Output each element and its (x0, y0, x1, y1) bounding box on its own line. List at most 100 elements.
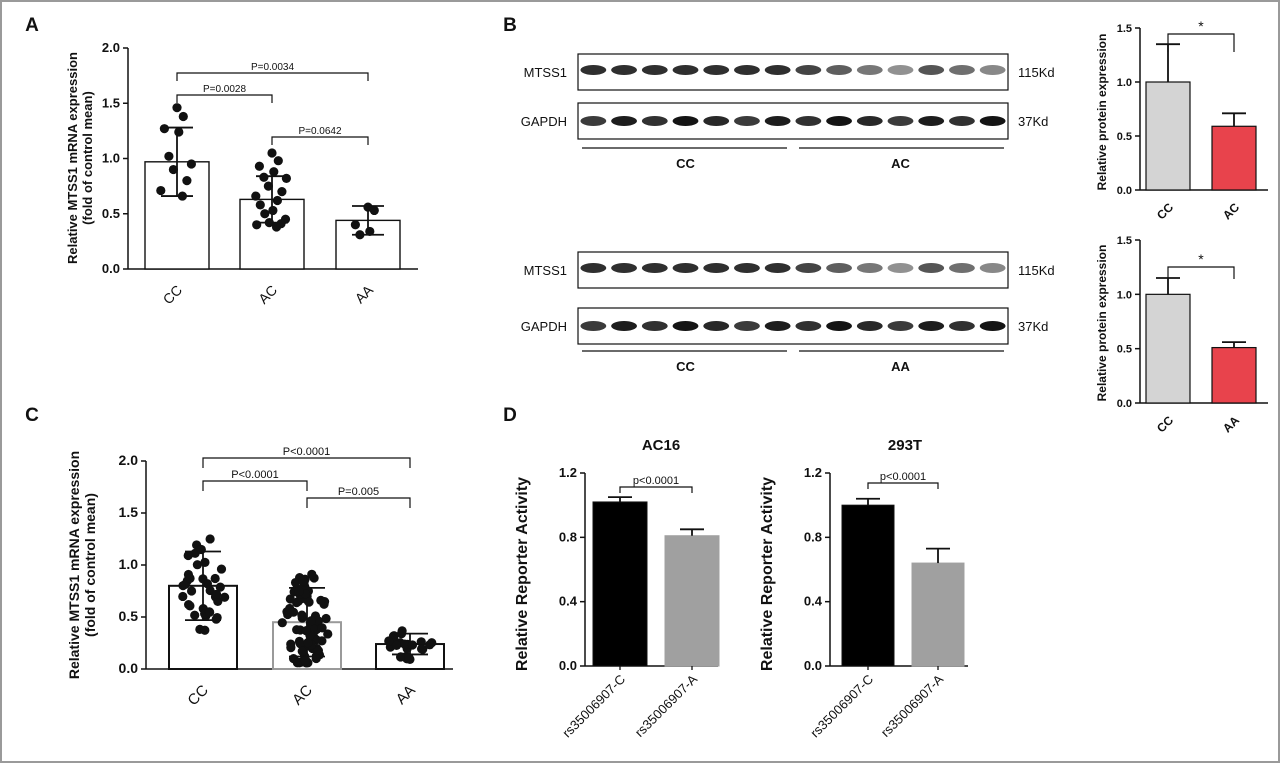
blot-band (918, 65, 945, 75)
blot-band (795, 116, 822, 126)
y-tick-label: 0.4 (559, 594, 578, 609)
data-point (321, 613, 331, 624)
data-point (184, 600, 194, 610)
blot-band (703, 263, 730, 273)
x-tick-label: rs35006907-C (807, 672, 876, 741)
data-point (350, 220, 360, 230)
y-tick-label: 0.5 (119, 608, 139, 624)
data-point (168, 164, 178, 175)
blot-size-label: 115Kd (1018, 65, 1055, 80)
panel-label-d: D (503, 405, 517, 426)
blot-group-label: AA (891, 359, 910, 374)
data-point (297, 610, 307, 620)
blot-band (764, 321, 791, 331)
data-point (396, 652, 406, 662)
y-axis-label: Relative Reporter Activity (514, 477, 531, 671)
x-tick-label: CC (1154, 413, 1176, 435)
y-axis-label: Relative protein expression (1095, 245, 1109, 402)
blot-band (979, 116, 1006, 126)
blot-row-label: MTSS1 (524, 263, 567, 278)
data-point (294, 586, 304, 596)
blot-band (949, 263, 975, 273)
blot-band (764, 116, 791, 126)
data-point (290, 577, 301, 588)
data-point (254, 161, 264, 171)
blot-band (764, 263, 791, 273)
blot-band (795, 263, 822, 273)
x-tick-label: AC (289, 682, 316, 709)
y-axis-label: Relative Reporter Activity (759, 477, 776, 671)
chart-title: 293T (888, 437, 922, 454)
blot-band (887, 116, 914, 126)
data-point (213, 596, 223, 606)
blot-band (949, 116, 975, 126)
y-tick-label: 2.0 (102, 40, 120, 55)
blot-band (826, 263, 852, 273)
western-blot-top: MTSS1 115Kd GAPDH 37Kd CC AC (521, 53, 1055, 171)
data-point (416, 644, 427, 654)
blot-band (979, 263, 1006, 273)
y-tick-label: 0.8 (559, 529, 577, 544)
data-point (178, 591, 188, 602)
data-point (205, 534, 215, 544)
significance-label: * (1198, 18, 1204, 34)
y-tick-label: 1.2 (559, 465, 577, 480)
x-tick-label: AC (255, 282, 280, 307)
data-point (202, 579, 213, 589)
blot-row-label: GAPDH (521, 114, 567, 129)
y-tick-label: 0.0 (804, 658, 822, 673)
data-point (285, 594, 295, 604)
significance-bracket (176, 72, 369, 81)
data-point (178, 111, 188, 122)
blot-band (580, 65, 607, 75)
blot-band (826, 116, 852, 126)
data-point (183, 550, 193, 561)
y-tick-label: 2.0 (119, 452, 139, 468)
bar-rs35006907-c (592, 501, 648, 667)
data-point (369, 205, 379, 216)
significance-bracket (202, 457, 411, 468)
y-tick-label: 0.0 (1117, 185, 1132, 197)
data-point (177, 191, 187, 201)
data-point (311, 653, 321, 664)
data-point (300, 655, 310, 666)
data-point (268, 205, 278, 216)
data-point (298, 576, 308, 586)
data-point (269, 167, 279, 177)
blot-membrane (577, 251, 1009, 289)
data-point (156, 185, 166, 196)
blot-band (856, 263, 883, 273)
data-point (264, 217, 274, 228)
data-point (400, 639, 410, 649)
data-point (271, 222, 282, 232)
significance-label: * (1198, 251, 1204, 267)
blot-band (734, 321, 760, 331)
data-point (303, 638, 313, 648)
blot-band (580, 116, 607, 126)
data-point (404, 652, 414, 663)
blot-size-label: 37Kd (1018, 319, 1048, 334)
data-point (259, 172, 269, 182)
data-point (416, 637, 426, 647)
x-tick-label: rs35006907-C (559, 672, 628, 741)
data-point (391, 640, 402, 650)
blot-size-label: 37Kd (1018, 114, 1048, 129)
significance-bracket (619, 486, 693, 493)
data-point (407, 640, 418, 650)
data-point (220, 592, 230, 602)
data-point (396, 629, 407, 639)
blot-band (856, 65, 883, 75)
blot-band (611, 321, 637, 331)
significance-label: P=0.0642 (298, 126, 342, 137)
blot-band (949, 321, 975, 331)
data-point (190, 610, 200, 620)
blot-band (764, 65, 791, 75)
chart-b-bottom: 0.0 0.5 1.0 1.5 Relative protein expression C… (1095, 235, 1268, 435)
y-tick-label: 1.2 (804, 465, 822, 480)
y-tick-label: 0.0 (119, 660, 139, 676)
blot-band (672, 116, 699, 126)
x-tick-label: AA (352, 281, 377, 306)
data-point (306, 616, 317, 626)
panel-label-c: C (25, 405, 39, 426)
